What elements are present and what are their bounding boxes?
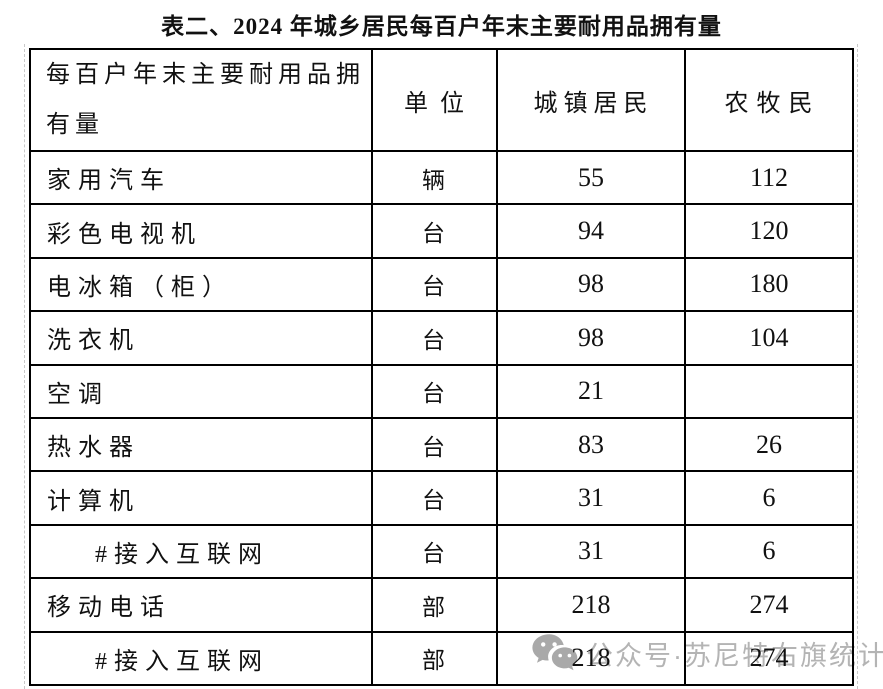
col-header-rural: 农牧民 (684, 48, 854, 152)
table-row: 家用汽车辆 55 112 (29, 149, 854, 206)
cell-unit: 部 (371, 577, 498, 633)
cell-urban-value: 31 (496, 523, 686, 580)
cell-unit: 台 (371, 363, 498, 419)
cell-item: 热水器 (29, 416, 373, 473)
col-header-unit: 单位 (371, 48, 498, 152)
cell-item: 家用汽车 (29, 149, 373, 206)
cell-rural-value: 6 (684, 470, 854, 526)
table-title: 表二、2024 年城乡居民每百户年末主要耐用品拥有量 (161, 14, 722, 39)
table-row: 洗衣机台 98 104 (29, 310, 854, 366)
cell-urban-value: 21 (496, 363, 686, 419)
cell-item: 彩色电视机 (29, 203, 373, 259)
cell-unit: 台 (371, 203, 498, 259)
cell-item: 空调 (29, 363, 373, 419)
table-row: 彩色电视机台 94 120 (29, 203, 854, 259)
col-header-urban: 城镇居民 (496, 48, 686, 152)
cell-unit: 辆 (371, 149, 498, 206)
table-row: #接入互联网台 31 6 (29, 523, 854, 580)
cell-rural-value: 274 (684, 577, 854, 633)
cell-urban-value: 31 (496, 470, 686, 526)
cell-item: #接入互联网 (29, 630, 373, 686)
cell-rural-value: 274 (684, 630, 854, 686)
page-boundary-dashed-right (857, 44, 858, 689)
cell-unit: 台 (371, 470, 498, 526)
cell-item: 计算机 (29, 470, 373, 526)
cell-urban-value: 98 (496, 310, 686, 366)
cell-urban-value: 83 (496, 416, 686, 473)
cell-unit: 部 (371, 630, 498, 686)
cell-urban-value: 55 (496, 149, 686, 206)
cell-urban-value: 218 (496, 577, 686, 633)
page-boundary-dashed-left (24, 44, 25, 689)
col-header-item: 每百户年末主要耐用品拥有量 (29, 48, 373, 152)
cell-rural-value: 104 (684, 310, 854, 366)
cell-item: 洗衣机 (29, 310, 373, 366)
cell-item: 移动电话 (29, 577, 373, 633)
cell-unit: 台 (371, 310, 498, 366)
cell-urban-value: 218 (496, 630, 686, 686)
cell-item: 电冰箱（柜） (29, 256, 373, 313)
cell-unit: 台 (371, 523, 498, 580)
header-row: 每百户年末主要耐用品拥有量 单位 城镇居民 农牧民 (29, 48, 854, 152)
cell-unit: 台 (371, 256, 498, 313)
cell-rural-value: 180 (684, 256, 854, 313)
table-row: 电冰箱（柜）台 98 180 (29, 256, 854, 313)
cell-rural-value: 6 (684, 523, 854, 580)
table-row: 计算机台 31 6 (29, 470, 854, 526)
table-row: 空调台 21 (29, 363, 854, 419)
cell-unit: 台 (371, 416, 498, 473)
cell-rural-value: 26 (684, 416, 854, 473)
table-body: 家用汽车辆 55 112 彩色电视机台 94 120 电冰箱（柜）台 98 180 洗衣机台 98 1… (29, 149, 854, 686)
cell-rural-value: 112 (684, 149, 854, 206)
cell-rural-value (684, 363, 854, 419)
durables-ownership-table: 每百户年末主要耐用品拥有量 单位 城镇居民 农牧民 家用汽车辆 55 112 彩色电视… (29, 48, 854, 686)
cell-rural-value: 120 (684, 203, 854, 259)
cell-urban-value: 94 (496, 203, 686, 259)
cell-urban-value: 98 (496, 256, 686, 313)
table-row: 移动电话部 218 274 (29, 577, 854, 633)
cell-item: #接入互联网 (29, 523, 373, 580)
table-row: #接入互联网部 218 274 (29, 630, 854, 686)
table-row: 热水器台 83 26 (29, 416, 854, 473)
